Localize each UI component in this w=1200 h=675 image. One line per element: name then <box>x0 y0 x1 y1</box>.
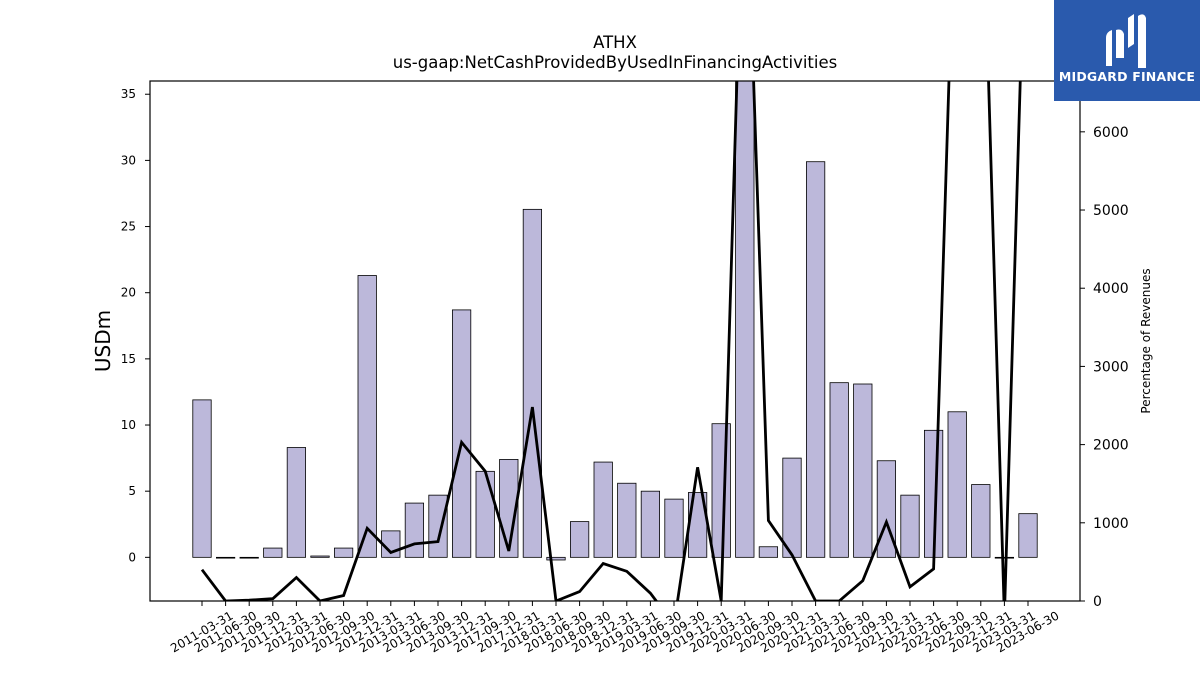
bar-2019-03-31 <box>617 482 637 558</box>
y-tick-label: 30 <box>121 153 136 167</box>
bar-2020-09-30 <box>758 546 779 558</box>
right-axis-ticks: 0 1000 2000 3000 4000 5000 6000 <box>1080 125 1129 610</box>
y-tick-label: 35 <box>121 87 136 101</box>
bar-2019-06-30 <box>640 490 661 558</box>
y-tick-label: 10 <box>121 418 136 432</box>
y2-tick-label: 1000 <box>1093 516 1129 532</box>
bar-2023-06-30 <box>1018 513 1038 558</box>
bar-2021-03-31 <box>805 161 826 558</box>
bar-2011-12-31 <box>263 547 283 558</box>
bar-2023-03-31 <box>994 556 1015 559</box>
bar-2021-09-30 <box>853 383 873 558</box>
y2-tick-label: 0 <box>1093 594 1102 610</box>
bar-series <box>192 81 1038 561</box>
bar-2020-12-31 <box>782 457 802 558</box>
bar-2021-06-30 <box>829 382 849 558</box>
brand-name: MIDGARD FINANCE <box>1058 69 1196 84</box>
bar-2017-09-30 <box>475 470 495 558</box>
y2-axis-label: Percentage of Revenues <box>1139 268 1153 413</box>
y2-tick-label: 6000 <box>1093 125 1129 141</box>
y-tick-label: 0 <box>128 550 136 564</box>
bar-2020-06-30 <box>735 81 755 558</box>
bar-2018-06-30 <box>546 556 566 561</box>
bar-2022-09-30 <box>947 411 967 558</box>
y2-tick-label: 5000 <box>1093 203 1129 219</box>
ratio-line <box>200 81 1022 601</box>
bar-2022-03-31 <box>900 494 920 558</box>
bar-2013-06-30 <box>404 502 425 558</box>
bar-2011-06-30 <box>215 556 236 559</box>
bar-2012-03-31 <box>286 447 307 558</box>
bar-2012-06-30 <box>310 555 330 558</box>
midgard-m-icon <box>1106 14 1146 68</box>
y-axis-label: USDm <box>91 310 115 372</box>
left-axis-ticks: 0 5 10 15 20 25 30 35 <box>121 87 150 564</box>
chart-title: ATHX <box>593 33 637 52</box>
bar-2018-03-31 <box>522 208 543 558</box>
bar-2019-09-30 <box>664 498 684 558</box>
y2-tick-label: 4000 <box>1093 281 1129 297</box>
bar-2018-09-30 <box>569 521 590 558</box>
y2-tick-label: 2000 <box>1093 438 1129 454</box>
chart-subtitle: us-gaap:NetCashProvidedByUsedInFinancing… <box>393 53 837 72</box>
bar-2012-12-31 <box>357 275 377 558</box>
bar-2012-09-30 <box>333 547 354 558</box>
bar-2020-03-31 <box>711 423 731 558</box>
brand-logo: MIDGARD FINANCE <box>1054 0 1200 101</box>
ratio-line-series <box>200 81 1022 601</box>
bar-2022-12-31 <box>971 484 991 558</box>
y-tick-label: 5 <box>128 484 136 498</box>
bar-2011-03-31 <box>192 399 212 558</box>
bar-2013-12-31 <box>451 309 472 558</box>
y-tick-label: 20 <box>121 286 136 300</box>
bar-2018-12-31 <box>593 461 613 558</box>
plot-frame <box>149 80 1081 602</box>
x-axis-ticks: 2011-03-312011-06-302011-09-302011-12-31… <box>168 601 1062 655</box>
bar-2011-09-30 <box>239 556 259 559</box>
bar-2013-09-30 <box>428 494 448 558</box>
y-tick-label: 25 <box>121 220 136 234</box>
y2-tick-label: 3000 <box>1093 359 1129 375</box>
y-tick-label: 15 <box>121 352 136 366</box>
